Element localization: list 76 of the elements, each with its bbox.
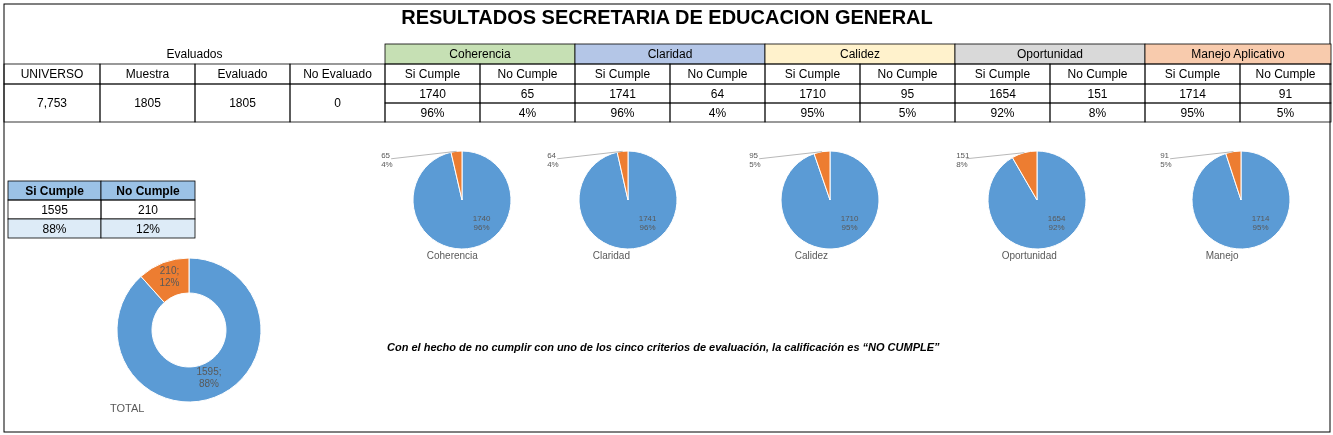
text: Con el hecho de no cumplir con uno de los cinco criterios de evaluación, la calificación es “NO CUMPLE” [387,341,941,353]
text: Coherencia [449,47,512,62]
text: 151 [1087,86,1108,101]
text: 8% [1088,105,1107,120]
text: 1805 [229,96,257,111]
text: Si Cumple [784,67,841,82]
text: Muestra [125,67,170,82]
text: Evaluados [166,47,223,62]
text: 95% [800,105,825,120]
text: Si Cumple [594,67,651,82]
text: Manejo Aplicativo [1191,47,1286,62]
data-label: 1654 92% [1047,213,1067,233]
data-label: 1740 96% [472,213,492,233]
text: 1595 [41,202,69,217]
text: 210 [137,202,159,217]
pie-slice [578,150,678,250]
data-label: 1710 95% [840,213,860,233]
text: 5% [898,105,917,120]
text: 4% [518,105,537,120]
text: Si Cumple [25,183,85,198]
text: Claridad [592,250,630,261]
text: No Cumple [1067,67,1128,82]
pie-slice [987,150,1087,250]
text: Si Cumple [404,67,461,82]
text: 1741 [609,86,637,101]
text: Oportunidad [1001,250,1057,261]
text: Manejo [1205,250,1239,261]
pie-slice [412,150,512,250]
data-label: 65 4% [381,150,393,170]
text: Oportunidad [1016,47,1084,62]
data-label: 91 5% [1160,150,1172,170]
text: 7,753 [36,96,68,111]
text: 1805 [134,96,162,111]
text: No Cumple [877,67,938,82]
text: 5% [1276,105,1295,120]
text: 4% [708,105,727,120]
data-label: 64 4% [547,150,559,170]
text: Evaluado [217,67,268,82]
text: No Cumple [497,67,558,82]
text: 0 [334,96,342,111]
donut-slice [116,257,262,403]
text: No Cumple [1255,67,1316,82]
text: 1710 [799,86,827,101]
pie-slice [1191,150,1291,250]
text: UNIVERSO [20,67,84,82]
text: TOTAL [110,402,145,414]
text: 64 [710,86,725,101]
text: Calidez [794,250,829,261]
text: 92% [990,105,1015,120]
data-label: 151 8% [956,150,971,170]
text: Si Cumple [1164,67,1221,82]
text: 1714 [1179,86,1207,101]
text: Si Cumple [974,67,1031,82]
text: 1740 [419,86,447,101]
text: 1654 [989,86,1017,101]
text: 95 [900,86,915,101]
data-label: 1595; 88% [196,366,222,389]
data-label: 95 5% [749,150,761,170]
text: No Evaluado [303,67,373,82]
data-label: 1714 95% [1251,213,1271,233]
text: No Cumple [687,67,748,82]
text: Claridad [647,47,693,62]
text: 12% [135,221,161,236]
text: No Cumple [116,183,180,198]
text: 65 [520,86,535,101]
text: Calidez [839,47,881,62]
data-label: 1741 96% [638,213,658,233]
text: 95% [1180,105,1205,120]
data-label: 210; 12% [159,265,180,289]
text: RESULTADOS SECRETARIA DE EDUCACION GENERAL [401,6,933,28]
text: 91 [1278,86,1293,101]
text: 88% [42,221,67,236]
text: 96% [610,105,635,120]
text: 96% [420,105,445,120]
text: Coherencia [426,250,479,261]
pie-slice [780,150,880,250]
